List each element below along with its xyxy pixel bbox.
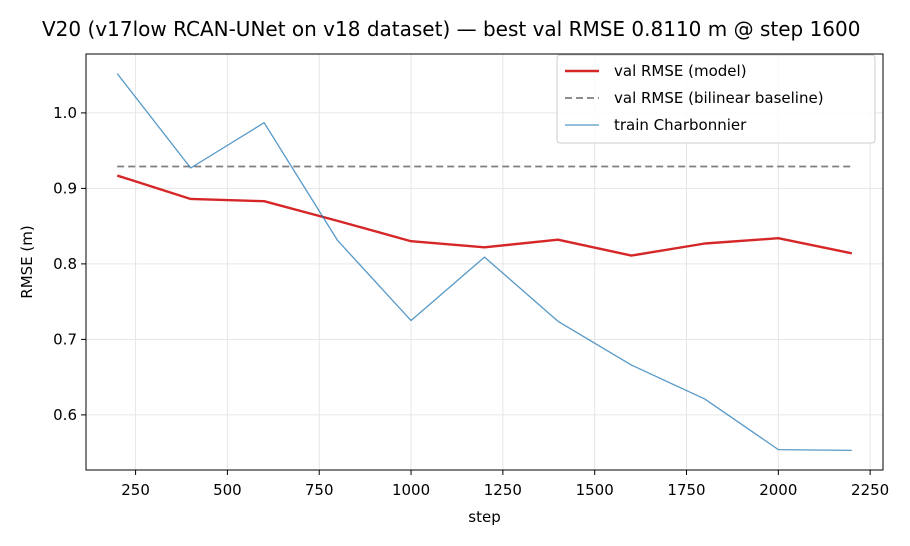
series-line-0: [116, 174, 853, 257]
y-axis-label: RMSE (m): [18, 225, 36, 298]
series-line-2: [116, 73, 852, 452]
chart-title: V20 (v17low RCAN-UNet on v18 dataset) — …: [42, 17, 860, 41]
x-tick-label: 250: [121, 481, 150, 499]
x-tick-label: 2250: [851, 481, 889, 499]
x-tick-label: 1750: [667, 481, 705, 499]
legend-label: val RMSE (model): [614, 62, 747, 80]
y-tick-label: 1.0: [53, 104, 77, 122]
legend-label: val RMSE (bilinear baseline): [614, 89, 824, 107]
y-tick-label: 0.9: [53, 179, 77, 197]
x-tick-label: 1000: [392, 481, 430, 499]
legend-frame: [556, 54, 876, 144]
x-axis-label: step: [468, 508, 500, 526]
legend-label: train Charbonnier: [614, 116, 747, 134]
x-tick-label: 2000: [759, 481, 797, 499]
y-tick-label: 0.6: [53, 406, 77, 424]
y-tick-label: 0.7: [53, 330, 77, 348]
legend: val RMSE (model) val RMSE (bilinear basel…: [556, 54, 876, 144]
x-tick-label: 1500: [576, 481, 614, 499]
x-tick-label: 1250: [484, 481, 522, 499]
y-tick-label: 0.8: [53, 255, 77, 273]
series-group: [116, 73, 853, 452]
ticks-group: 250 500 750 1000 1250 1500 1750 2000 2250 0.6 0.7 0…: [53, 104, 889, 499]
plot-frame: [85, 53, 884, 471]
x-tick-label: 500: [213, 481, 242, 499]
x-tick-label: 750: [305, 481, 334, 499]
